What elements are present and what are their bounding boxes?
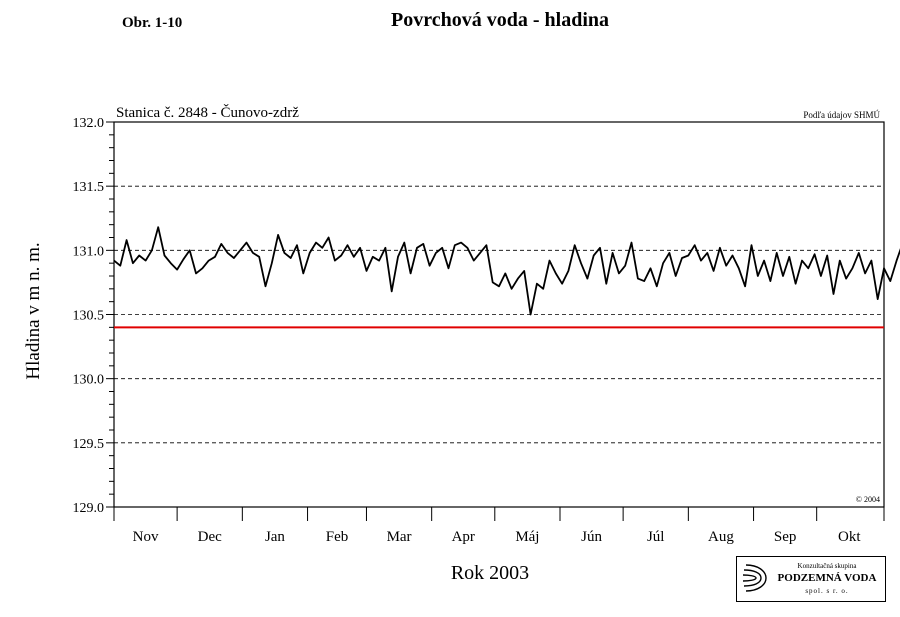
series-group: [113, 226, 900, 316]
month-label: Apr: [452, 529, 475, 545]
y-tick-label: 130.5: [73, 309, 105, 324]
company-logo: Konzultačná skupina PODZEMNÁ VODA spol. …: [736, 556, 886, 602]
water-level-series: [113, 226, 900, 316]
logo-line-3: spol. s r. o.: [805, 587, 849, 595]
logo-line-1: Konzultačná skupina: [797, 562, 857, 570]
chart-title: Povrchová voda - hladina: [391, 9, 609, 31]
x-axis-label: Rok 2003: [450, 562, 530, 584]
y-tick-label: 132.0: [73, 116, 105, 131]
y-tick-label: 130.0: [73, 373, 105, 388]
month-label: Nov: [133, 529, 159, 545]
y-minor-ticks: [106, 121, 114, 508]
month-label: Aug: [708, 529, 734, 545]
month-label: Jan: [265, 529, 285, 545]
logo-emblem-icon: [742, 564, 767, 592]
station-label: Stanica č. 2848 - Čunovo-zdrž: [116, 104, 299, 121]
month-label: Júl: [647, 529, 665, 545]
copyright-note: © 2004: [856, 495, 880, 504]
gridlines: [114, 185, 884, 444]
month-label: Jún: [581, 529, 602, 545]
y-tick-labels: 129.0 129.5 130.0 130.5 131.0 131.5 132.0: [73, 116, 105, 516]
y-tick-label: 129.0: [73, 501, 105, 516]
y-tick-label: 131.0: [73, 244, 105, 259]
month-label: Feb: [326, 529, 349, 545]
x-month-ticks: [113, 507, 885, 521]
x-tick-labels: Nov Dec Jan Feb Mar Apr Máj Jún Júl Aug Sep Okt: [133, 529, 862, 545]
y-tick-label: 131.5: [73, 180, 105, 195]
logo-line-2: PODZEMNÁ VODA: [777, 572, 877, 584]
month-label: Sep: [774, 529, 797, 545]
month-label: Okt: [838, 529, 861, 545]
month-label: Dec: [198, 529, 222, 545]
y-tick-label: 129.5: [73, 437, 105, 452]
month-label: Máj: [515, 529, 539, 545]
month-label: Mar: [387, 529, 412, 545]
figure-label: Obr. 1-10: [122, 15, 183, 31]
source-note: Podľa údajov SHMÚ: [803, 110, 880, 120]
